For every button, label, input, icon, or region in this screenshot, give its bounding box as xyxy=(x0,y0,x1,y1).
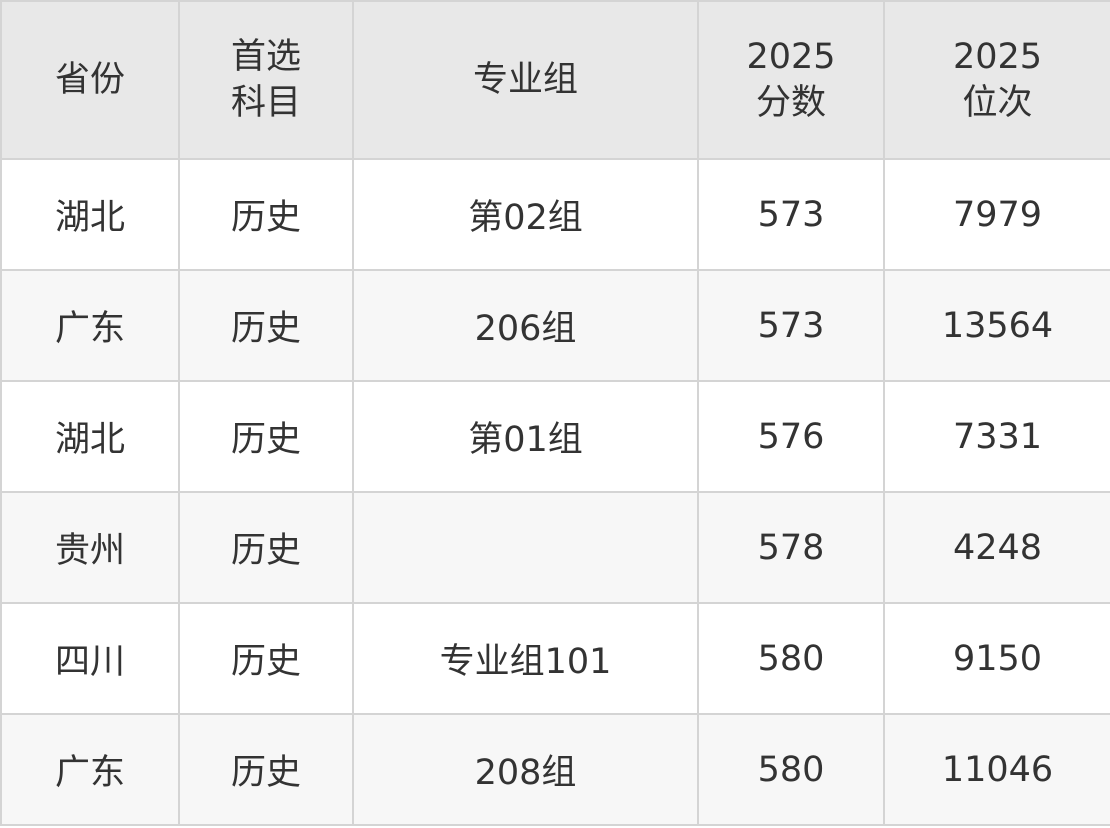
cell-major-group: 第01组 xyxy=(352,380,699,493)
cell-rank-2025: 11046 xyxy=(883,713,1110,826)
table-row: 广东 历史 208组 580 11046 xyxy=(0,713,1110,826)
table-row: 湖北 历史 第01组 576 7331 xyxy=(0,380,1110,493)
header-text: 专业组 xyxy=(472,60,578,100)
header-text: 2025 xyxy=(746,37,836,77)
cell-major-group: 206组 xyxy=(352,269,699,382)
cell-score-2025: 580 xyxy=(697,602,885,715)
cell-subject: 历史 xyxy=(178,269,354,382)
header-row: 省份 首选科目 专业组 2025 分数 2025 位次 xyxy=(0,0,1110,160)
header-text: 位次 xyxy=(962,83,1033,123)
header-score-2025: 2025 分数 xyxy=(697,0,885,160)
table-row: 贵州 历史 578 4248 xyxy=(0,491,1110,604)
header-text: 分数 xyxy=(755,83,826,123)
cell-rank-2025: 7331 xyxy=(883,380,1110,493)
cell-rank-2025: 13564 xyxy=(883,269,1110,382)
cell-subject: 历史 xyxy=(178,713,354,826)
header-province: 省份 xyxy=(0,0,180,160)
cell-rank-2025: 7979 xyxy=(883,158,1110,271)
cell-province: 广东 xyxy=(0,269,180,382)
header-rank-2025: 2025 位次 xyxy=(883,0,1110,160)
cell-province: 贵州 xyxy=(0,491,180,604)
cell-major-group xyxy=(352,491,699,604)
table-row: 湖北 历史 第02组 573 7979 xyxy=(0,158,1110,271)
cell-subject: 历史 xyxy=(178,491,354,604)
table-body: 湖北 历史 第02组 573 7979 广东 历史 206组 573 13564 湖北 历史 第01组 5… xyxy=(0,158,1110,826)
table-row: 广东 历史 206组 573 13564 xyxy=(0,269,1110,382)
cell-major-group: 专业组101 xyxy=(352,602,699,715)
cell-province: 湖北 xyxy=(0,380,180,493)
header-major-group: 专业组 xyxy=(352,0,699,160)
cell-score-2025: 576 xyxy=(697,380,885,493)
cell-score-2025: 578 xyxy=(697,491,885,604)
cell-major-group: 208组 xyxy=(352,713,699,826)
cell-rank-2025: 9150 xyxy=(883,602,1110,715)
header-text: 科目 xyxy=(230,83,301,123)
cell-province: 湖北 xyxy=(0,158,180,271)
cell-province: 广东 xyxy=(0,713,180,826)
cell-score-2025: 573 xyxy=(697,269,885,382)
cell-province: 四川 xyxy=(0,602,180,715)
header-text: 省份 xyxy=(54,60,125,100)
header-text: 首选 xyxy=(230,37,301,77)
cell-major-group: 第02组 xyxy=(352,158,699,271)
table-row: 四川 历史 专业组101 580 9150 xyxy=(0,602,1110,715)
header-subject: 首选 科目 xyxy=(178,0,354,160)
cell-score-2025: 573 xyxy=(697,158,885,271)
cell-rank-2025: 4248 xyxy=(883,491,1110,604)
cell-subject: 历史 xyxy=(178,158,354,271)
cell-score-2025: 580 xyxy=(697,713,885,826)
header-text: 2025 xyxy=(952,37,1043,77)
cell-subject: 历史 xyxy=(178,602,354,715)
cell-subject: 历史 xyxy=(178,380,354,493)
